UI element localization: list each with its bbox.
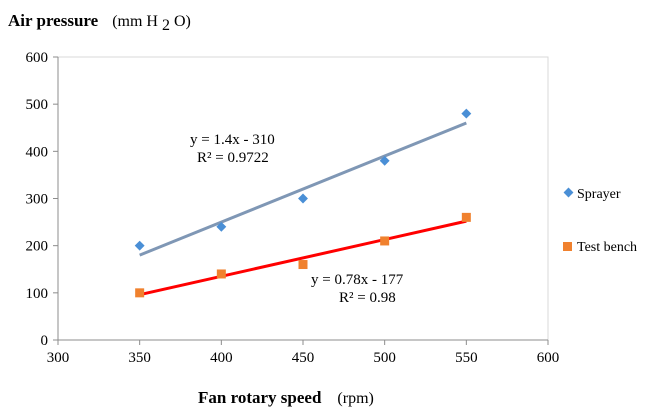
x-tick-label: 450 bbox=[292, 350, 315, 366]
y-tick-label: 500 bbox=[26, 97, 49, 113]
test-bench-equation: y = 0.78x - 177 bbox=[311, 272, 404, 288]
test-bench-trendline bbox=[139, 219, 467, 297]
sprayer-equation: y = 1.4x - 310 bbox=[190, 132, 275, 148]
y-tick-label: 0 bbox=[41, 333, 49, 349]
y-tick-label: 400 bbox=[26, 144, 49, 160]
legend-test-bench-label: Test bench bbox=[577, 240, 637, 255]
sprayer-point bbox=[461, 108, 472, 119]
sprayer-point bbox=[298, 193, 308, 204]
y-axis-title-text: Air pressure bbox=[8, 11, 99, 30]
test-bench-point bbox=[461, 212, 471, 222]
y-tick-label: 200 bbox=[26, 239, 49, 255]
test-bench-point bbox=[135, 288, 145, 298]
x-axis-title: Fan rotary speed (rpm) bbox=[198, 388, 374, 407]
y-tick-label: 100 bbox=[26, 286, 49, 302]
x-tick-label: 550 bbox=[455, 350, 478, 366]
y-axis-unit-suffix: O) bbox=[174, 13, 191, 30]
sprayer-point bbox=[216, 221, 227, 232]
test-bench-r2: R² = 0.98 bbox=[339, 290, 396, 306]
y-axis-title: Air pressure (mm H 2 O) bbox=[8, 11, 191, 34]
y-tick-label: 600 bbox=[26, 50, 49, 66]
y-axis-unit-subscript: 2 bbox=[162, 17, 170, 34]
x-tick-label: 400 bbox=[210, 350, 233, 366]
data-points bbox=[134, 108, 472, 298]
test-bench-point bbox=[298, 260, 308, 270]
legend-test-bench-marker bbox=[563, 242, 572, 251]
x-tick-label: 350 bbox=[128, 350, 151, 366]
legend: Sprayer Test bench bbox=[563, 187, 637, 255]
sprayer-r2: R² = 0.9722 bbox=[197, 150, 269, 166]
sprayer-point bbox=[134, 240, 145, 251]
sprayer-point bbox=[379, 155, 390, 166]
legend-sprayer-label: Sprayer bbox=[577, 187, 621, 202]
x-axis-unit: (rpm) bbox=[337, 390, 373, 407]
y-tick-label: 300 bbox=[26, 192, 49, 208]
x-tick-label: 300 bbox=[47, 350, 70, 366]
x-tick-label: 600 bbox=[537, 350, 560, 366]
x-tick-label: 500 bbox=[373, 350, 396, 366]
sprayer-trendline bbox=[139, 121, 467, 257]
test-bench-point bbox=[216, 269, 226, 279]
x-axis-title-text: Fan rotary speed bbox=[198, 388, 322, 407]
legend-sprayer-marker bbox=[563, 187, 574, 198]
y-axis-unit-prefix: (mm H bbox=[112, 13, 158, 30]
test-bench-point bbox=[380, 236, 390, 246]
trend-lines bbox=[139, 121, 467, 297]
axes: 0 100 200 300 400 500 600 300 350 400 450 500 550 600 bbox=[26, 50, 560, 366]
